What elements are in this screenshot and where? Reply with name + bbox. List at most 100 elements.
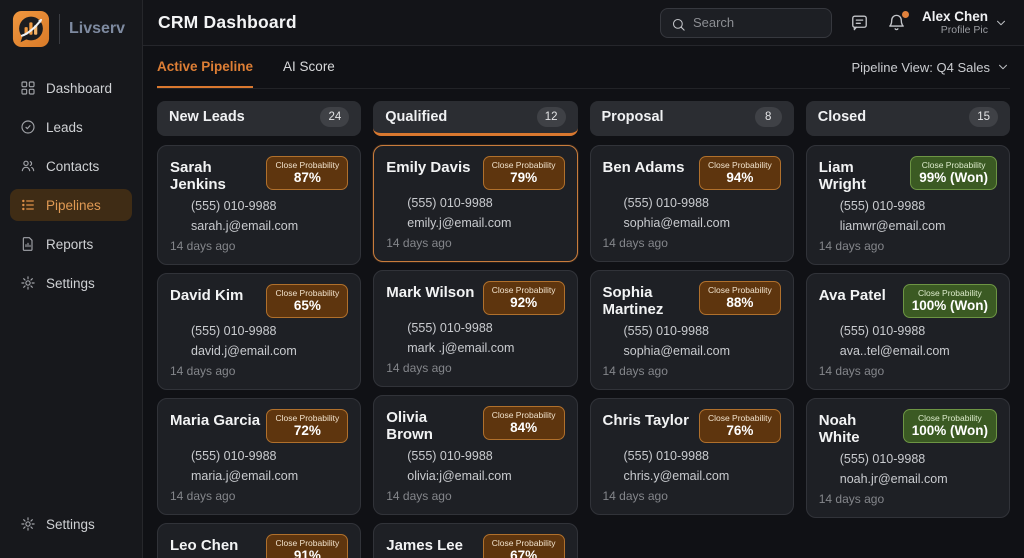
sidebar-item-settings[interactable]: Settings [10,267,132,299]
sidebar-item-label: Settings [46,275,95,291]
pipeline-column: Closed 15 Liam Wright Close Probability … [805,101,1010,526]
close-probability-badge: Close Probability 100% (Won) [902,284,997,318]
lead-card[interactable]: Maria Garcia Close Probability 72% (555)… [157,398,362,515]
lead-card[interactable]: David Kim Close Probability 65% (555) 01… [157,273,362,390]
lead-phone: (555) 010-9988 [191,324,277,338]
close-probability-value: 100% (Won) [911,298,988,313]
leads-icon [20,119,36,135]
lead-card[interactable]: Emily Davis Close Probability 79% (555) … [373,145,578,262]
sidebar-item-label: Pipelines [46,197,101,213]
lead-email: mark .j@email.com [407,341,515,355]
phone-icon [819,452,833,466]
column-cards: Sarah Jenkins Close Probability 87% (555… [157,145,362,558]
close-probability-label: Close Probability [491,285,556,295]
lead-phone: (555) 010-9988 [839,452,926,466]
page-title: CRM Dashboard [158,12,297,32]
lead-name: Ben Adams [602,159,685,176]
user-subtitle: Profile Pic [940,24,988,36]
email-icon [386,341,400,355]
sidebar-item-pipelines[interactable]: Pipelines [10,189,132,221]
column-cards: Emily Davis Close Probability 79% (555) … [373,145,578,558]
tab-active-pipeline[interactable]: Active Pipeline [157,46,254,88]
lead-card[interactable]: Mark Wilson Close Probability 92% (555) … [373,270,578,387]
email-icon [170,344,184,358]
close-probability-label: Close Probability [275,413,340,423]
lead-name: Emily Davis [386,159,471,176]
lead-card[interactable]: Ava Patel Close Probability 100% (Won) (… [805,273,1010,390]
lead-age: 14 days ago [386,361,452,375]
lead-name: Ava Patel [818,287,886,304]
close-probability-value: 67% [510,548,538,558]
column-count-badge: 15 [969,107,998,127]
lead-phone: (555) 010-9988 [407,321,493,335]
search-icon [671,15,686,31]
close-probability-value: 91% [293,548,321,558]
pipeline-view-dropdown[interactable]: Pipeline View: Q4 Sales [851,46,1010,88]
close-probability-label: Close Probability [275,160,340,170]
lead-card[interactable]: James Lee Close Probability 67% (555) 01… [373,523,578,558]
close-probability-label: Close Probability [921,160,986,170]
sidebar-item-dashboard[interactable]: Dashboard [10,72,132,104]
lead-card[interactable]: Sophia Martinez Close Probability 88% (5… [589,270,794,390]
user-name: Alex Chen [921,9,988,24]
close-probability-value: 76% [726,423,754,438]
close-probability-badge: Close Probability 94% [698,156,781,190]
lead-email: chris.y@email.com [623,469,730,483]
column-header[interactable]: Proposal 8 [589,101,794,136]
lead-phone: (555) 010-9988 [407,196,493,210]
sidebar-item-label: Settings [46,516,95,532]
sidebar-item-settings-footer[interactable]: Settings [10,508,132,540]
lead-name: Maria Garcia [170,412,261,429]
column-cards: Ben Adams Close Probability 94% (555) 01… [589,145,794,515]
sidebar-item-contacts[interactable]: Contacts [10,150,132,182]
lead-age: 14 days ago [170,239,236,253]
column-header[interactable]: Closed 15 [805,101,1010,136]
user-menu[interactable]: Alex Chen Profile Pic [922,9,1008,36]
close-probability-badge: Close Probability 100% (Won) [902,409,997,443]
lead-card[interactable]: Leo Chen Close Probability 91% (555) 010… [157,523,362,558]
close-probability-label: Close Probability [275,288,340,298]
phone-icon [170,449,184,463]
lead-email: emily.j@email.com [407,216,512,230]
lead-email: sophia@email.com [623,216,730,230]
close-probability-label: Close Probability [491,160,556,170]
lead-name: Chris Taylor [602,412,689,429]
lead-age: 14 days ago [386,236,452,250]
lead-age: 14 days ago [386,489,452,503]
column-header[interactable]: New Leads 24 [157,101,362,136]
lead-age: 14 days ago [602,489,668,503]
chevron-down-icon [994,16,1008,30]
sidebar-item-reports[interactable]: Reports [10,228,132,260]
phone-icon [386,449,400,463]
column-header[interactable]: Qualified 12 [373,101,578,136]
lead-name: Liam Wright [818,159,866,193]
column-cards: Liam Wright Close Probability 99% (Won) … [805,145,1010,518]
close-probability-badge: Close Probability 84% [482,406,565,440]
close-probability-label: Close Probability [707,160,772,170]
tab-ai-score[interactable]: AI Score [283,58,335,74]
lead-card[interactable]: Sarah Jenkins Close Probability 87% (555… [157,145,362,265]
close-probability-badge: Close Probability 76% [698,409,781,443]
phone-icon [386,321,400,335]
pipeline-column: Proposal 8 Ben Adams Close Probability 9… [589,101,794,523]
lead-card[interactable]: Liam Wright Close Probability 99% (Won) … [805,145,1010,265]
lead-card[interactable]: Noah White Close Probability 100% (Won) … [805,398,1010,518]
notification-dot [901,11,909,18]
close-probability-badge: Close Probability 65% [266,284,349,318]
livserv-logo-icon [12,10,50,48]
lead-card[interactable]: Ben Adams Close Probability 94% (555) 01… [589,145,794,262]
lead-email: olivia:j@email.com [407,469,512,483]
close-probability-badge: Close Probability 92% [482,281,565,315]
content: Active Pipeline AI Score Pipeline View: … [143,46,1024,558]
lead-card[interactable]: Chris Taylor Close Probability 76% (555)… [589,398,794,515]
notifications-button[interactable] [887,11,909,32]
close-probability-value: 100% (Won) [911,423,988,438]
lead-name: David Kim [170,287,244,304]
search-input[interactable]: Search [659,7,832,38]
messages-button[interactable] [850,13,869,32]
sidebar-item-leads[interactable]: Leads [10,111,132,143]
lead-phone: (555) 010-9988 [623,196,709,210]
lead-phone: (555) 010-9988 [191,449,277,463]
close-probability-label: Close Probability [917,288,982,298]
lead-card[interactable]: Olivia Brown Close Probability 84% (555)… [373,395,578,515]
